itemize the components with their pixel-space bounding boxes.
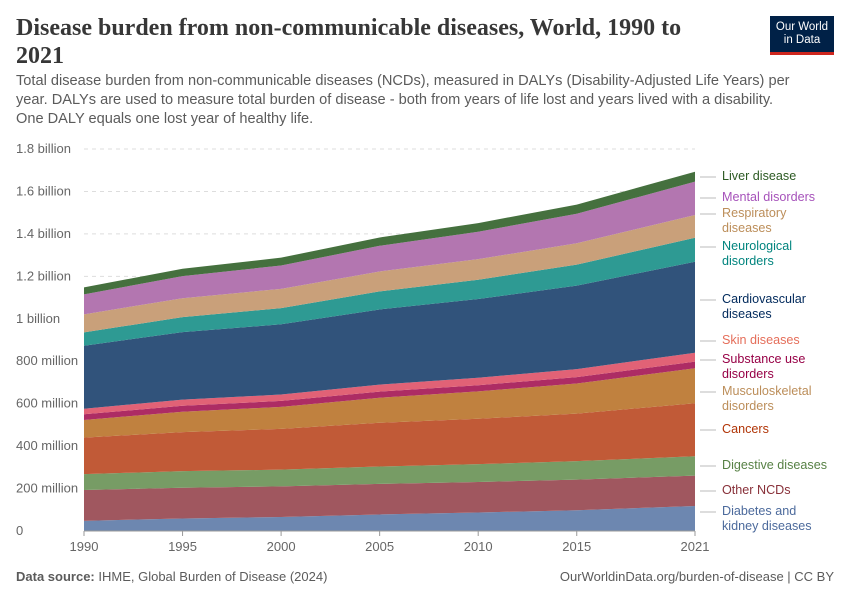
y-tick-label: 1.6 billion <box>16 183 71 198</box>
legend-label[interactable]: Mental disorders <box>722 190 816 204</box>
area-neurological-disorders <box>84 237 695 346</box>
footer-url[interactable]: OurWorldinData.org/burden-of-disease | C… <box>559 569 834 584</box>
legend-label[interactable]: Other NCDs <box>722 483 791 497</box>
area-skin-diseases <box>84 352 695 415</box>
logo-line-2: in Data <box>783 34 821 46</box>
area-cardiovascular-diseases <box>84 261 695 409</box>
source-link[interactable]: IHME, Global Burden of Disease (2024) <box>98 569 328 584</box>
y-tick-label: 400 million <box>16 438 78 453</box>
y-tick-label: 1 billion <box>16 311 60 326</box>
area-substance-use-disorders <box>84 361 695 421</box>
area-mental-disorders <box>84 181 695 315</box>
y-tick-label: 0 <box>16 523 23 538</box>
legend-label[interactable]: Digestive diseases <box>722 458 827 472</box>
x-tick-label: 2015 <box>562 539 591 554</box>
legend-label[interactable]: Liver disease <box>722 169 797 183</box>
page-title: Disease burden from non-communicable dis… <box>16 15 682 69</box>
y-tick-label: 800 million <box>16 353 78 368</box>
legend-label[interactable]: Cardiovascular diseases <box>722 292 806 321</box>
y-tick-label: 1.8 billion <box>16 141 71 156</box>
data-source: Data source: IHME, Global Burden of Dise… <box>16 569 327 584</box>
area-other-ncds <box>84 475 695 521</box>
area-cancers <box>84 403 695 475</box>
legend-label[interactable]: Neurological disorders <box>722 239 793 268</box>
x-tick-label: 2005 <box>365 539 394 554</box>
legend-label[interactable]: Respiratory diseases <box>722 206 787 235</box>
area-diabetes-and-kidney-diseases <box>84 505 695 531</box>
y-tick-label: 1.4 billion <box>16 226 71 241</box>
x-tick-label: 1995 <box>168 539 197 554</box>
legend-label[interactable]: Diabetes and kidney diseases <box>722 504 812 533</box>
y-tick-label: 1.2 billion <box>16 268 71 283</box>
chart-subtitle: Total disease burden from non-communicab… <box>16 73 790 127</box>
owid-logo[interactable]: Our World in Data <box>770 16 834 55</box>
legend-label[interactable]: Cancers <box>722 422 769 436</box>
logo-line-1: Our World <box>775 21 829 33</box>
x-tick-label: 2021 <box>681 539 710 554</box>
x-tick-label: 2000 <box>267 539 296 554</box>
x-tick-label: 1990 <box>70 539 99 554</box>
y-tick-label: 200 million <box>16 481 78 496</box>
area-respiratory-diseases <box>84 215 695 333</box>
area-digestive-diseases <box>84 456 695 491</box>
y-tick-label: 600 million <box>16 396 78 411</box>
x-tick-label: 2010 <box>464 539 493 554</box>
area-musculoskeletal-disorders <box>84 368 695 438</box>
legend-label[interactable]: Skin diseases <box>722 333 800 347</box>
area-liver-disease <box>84 171 695 295</box>
legend-label[interactable]: Substance use disorders <box>722 352 806 381</box>
legend-label[interactable]: Musculoskeletal disorders <box>722 384 812 413</box>
source-label: Data source: <box>16 569 95 584</box>
